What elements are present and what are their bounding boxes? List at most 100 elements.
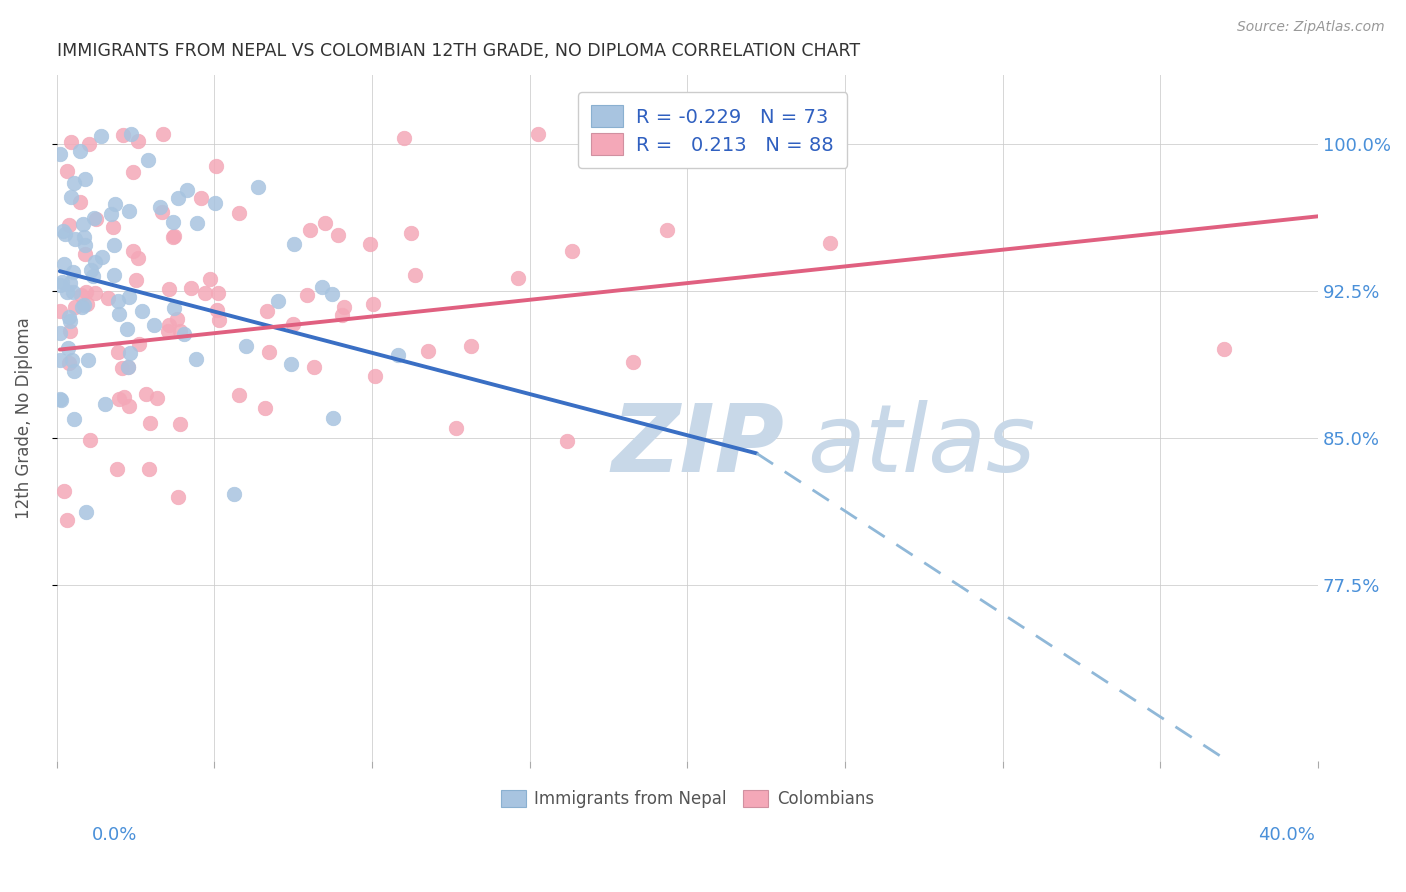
Point <box>59 314 82 328</box>
Point <box>53 483 76 498</box>
Point <box>416 343 439 358</box>
Point <box>246 180 269 194</box>
Point <box>103 238 125 252</box>
Text: Source: ZipAtlas.com: Source: ZipAtlas.com <box>1237 20 1385 34</box>
Point <box>101 219 124 234</box>
Point <box>90 128 112 143</box>
Point <box>256 303 278 318</box>
Point <box>127 134 149 148</box>
Point <box>108 392 131 406</box>
Y-axis label: 12th Grade, No Diploma: 12th Grade, No Diploma <box>15 318 32 519</box>
Point <box>97 291 120 305</box>
Point <box>138 462 160 476</box>
Point <box>311 280 333 294</box>
Point <box>330 308 353 322</box>
Point <box>59 324 82 338</box>
Point <box>51 393 73 408</box>
Point <box>93 397 115 411</box>
Point <box>157 282 180 296</box>
Point <box>63 364 86 378</box>
Point <box>297 287 319 301</box>
Point <box>204 196 226 211</box>
Point <box>75 285 97 299</box>
Point <box>169 325 191 339</box>
Point <box>280 357 302 371</box>
Point <box>49 146 72 161</box>
Point <box>79 433 101 447</box>
Point <box>65 232 87 246</box>
Point <box>104 197 127 211</box>
Point <box>302 360 325 375</box>
Point <box>122 165 145 179</box>
Point <box>107 294 129 309</box>
Point <box>56 513 79 527</box>
Point <box>49 326 72 340</box>
Point <box>257 344 280 359</box>
Point <box>527 127 550 141</box>
Point <box>120 127 142 141</box>
Point <box>162 228 184 243</box>
Point <box>49 304 72 318</box>
Point <box>75 238 97 252</box>
Point <box>166 490 188 504</box>
Point <box>111 360 134 375</box>
Point <box>76 297 98 311</box>
Point <box>387 347 409 361</box>
Point <box>228 206 250 220</box>
Point <box>1212 342 1234 356</box>
Point <box>163 301 186 315</box>
Point <box>105 462 128 476</box>
Point <box>62 411 84 425</box>
Point <box>84 212 107 227</box>
Text: ZIP: ZIP <box>612 400 785 491</box>
Point <box>224 487 246 501</box>
Point <box>62 265 84 279</box>
Point <box>186 216 208 230</box>
Point <box>117 204 139 219</box>
Point <box>49 278 72 293</box>
Point <box>73 298 96 312</box>
Point <box>162 215 184 229</box>
Point <box>135 387 157 401</box>
Point <box>59 277 82 291</box>
Point <box>120 346 142 360</box>
Point <box>228 387 250 401</box>
Point <box>363 369 385 384</box>
Point <box>70 300 93 314</box>
Point <box>58 341 80 355</box>
Point <box>77 137 100 152</box>
Point <box>169 417 191 431</box>
Point <box>361 297 384 311</box>
Point <box>73 247 96 261</box>
Point <box>58 218 80 232</box>
Point <box>162 230 184 244</box>
Point <box>117 399 139 413</box>
Point <box>121 244 143 258</box>
Point <box>128 336 150 351</box>
Point <box>205 159 228 173</box>
Point <box>180 281 202 295</box>
Point <box>166 312 188 326</box>
Point <box>65 300 87 314</box>
Point <box>648 127 671 141</box>
Point <box>112 128 135 143</box>
Point <box>392 131 415 145</box>
Point <box>621 355 644 369</box>
Point <box>173 327 195 342</box>
Point <box>190 191 212 205</box>
Point <box>152 127 174 141</box>
Point <box>655 222 678 236</box>
Point <box>103 268 125 282</box>
Point <box>73 230 96 244</box>
Point <box>53 227 76 242</box>
Point <box>52 224 75 238</box>
Point <box>117 322 139 336</box>
Point <box>59 135 82 149</box>
Point <box>75 172 97 186</box>
Point <box>208 312 231 326</box>
Point <box>149 200 172 214</box>
Point <box>127 251 149 265</box>
Point <box>131 303 153 318</box>
Point <box>60 190 83 204</box>
Point <box>254 401 277 415</box>
